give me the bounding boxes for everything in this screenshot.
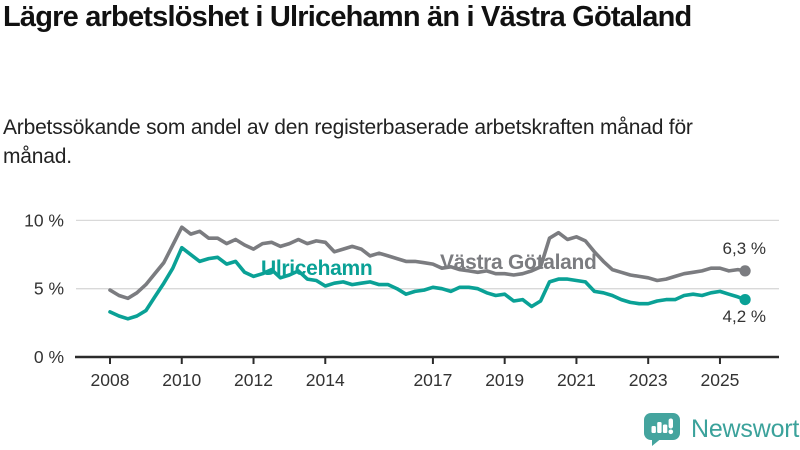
newsworthy-logo-text: Newsworthy xyxy=(691,415,800,443)
svg-text:2017: 2017 xyxy=(413,370,452,390)
svg-text:10 %: 10 % xyxy=(24,210,64,230)
series-label-vastra-gotaland: Västra Götaland xyxy=(440,251,597,274)
chart-subtitle: Arbetssökande som andel av den registerb… xyxy=(3,116,693,168)
newsworthy-logo[interactable]: Newsworthy xyxy=(642,411,800,448)
end-value-label-vastra-gotaland: 6,3 % xyxy=(722,239,766,258)
end-value-label-ulricehamn: 4,2 % xyxy=(722,307,766,326)
svg-text:2021: 2021 xyxy=(557,370,596,390)
svg-text:2019: 2019 xyxy=(485,370,524,390)
svg-text:2023: 2023 xyxy=(629,370,668,390)
newsworthy-logo-icon xyxy=(644,413,680,446)
svg-text:2025: 2025 xyxy=(700,370,739,390)
svg-text:2008: 2008 xyxy=(91,370,130,390)
svg-text:0 %: 0 % xyxy=(34,347,64,367)
svg-text:5 %: 5 % xyxy=(34,279,64,299)
svg-text:2014: 2014 xyxy=(306,370,345,390)
svg-text:2010: 2010 xyxy=(162,370,201,390)
series-label-ulricehamn: Ulricehamn xyxy=(261,257,373,280)
chart-title: Lägre arbetslöshet i Ulricehamn än i Väs… xyxy=(3,1,692,33)
svg-text:2012: 2012 xyxy=(234,370,273,390)
